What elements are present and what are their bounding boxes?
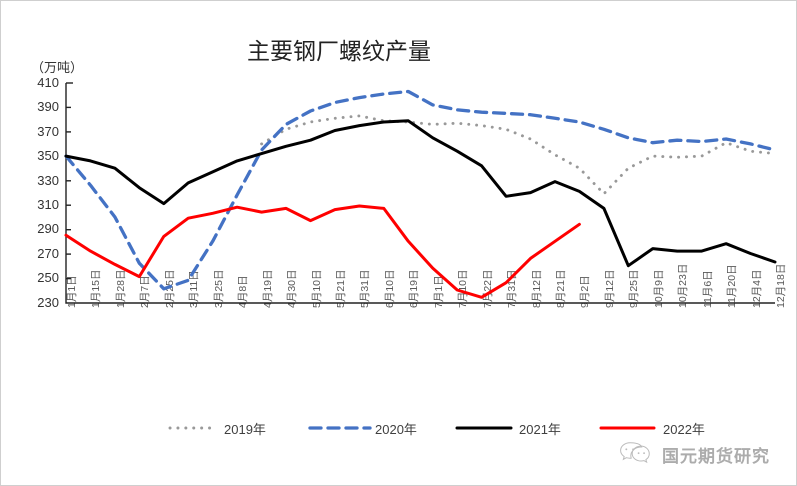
svg-text:270: 270 — [37, 246, 59, 261]
svg-text:250: 250 — [37, 270, 59, 285]
svg-text:350: 350 — [37, 148, 59, 163]
svg-text:230: 230 — [37, 295, 59, 310]
svg-text:390: 390 — [37, 99, 59, 114]
svg-text:330: 330 — [37, 173, 59, 188]
svg-text:410: 410 — [37, 75, 59, 90]
svg-text:310: 310 — [37, 197, 59, 212]
svg-text:370: 370 — [37, 124, 59, 139]
svg-text:290: 290 — [37, 221, 59, 236]
